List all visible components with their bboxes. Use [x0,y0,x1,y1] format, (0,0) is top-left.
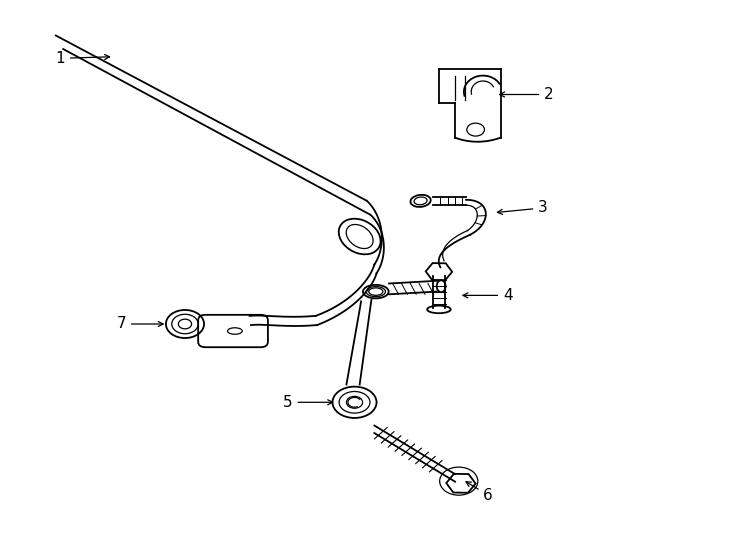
Text: 3: 3 [498,200,548,215]
Text: 6: 6 [466,482,493,503]
Text: 7: 7 [116,316,163,332]
Text: 1: 1 [55,51,109,66]
Text: 5: 5 [283,395,333,410]
Text: 4: 4 [463,288,513,303]
Text: 2: 2 [500,87,554,102]
